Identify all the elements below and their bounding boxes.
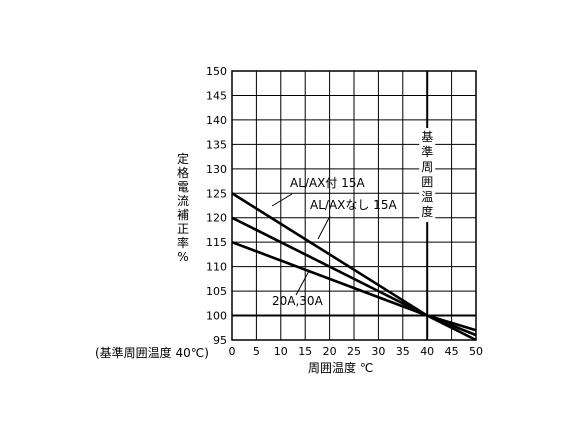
y-tick-label: 100: [206, 310, 227, 323]
tick-labels: 0 5 10 15 20 25 30 35 40 45 50 95 100 105 110 115 120 125…: [177, 65, 483, 358]
y-tick-label: 110: [206, 261, 227, 274]
base-temperature-note: (基準周囲温度 40℃): [95, 345, 209, 360]
x-tick-label: 35: [396, 345, 410, 358]
x-tick-label: 15: [298, 345, 312, 358]
reference-label-bg: [419, 128, 436, 222]
y-tick-label: 130: [206, 163, 227, 176]
x-tick-label: 40: [420, 345, 434, 358]
x-tick-label: 20: [323, 345, 337, 358]
x-tick-label: 45: [445, 345, 459, 358]
reference-line-group: 基準周囲温度: [419, 71, 436, 340]
plot-frame: [231, 70, 477, 341]
reference-label: 基準周囲温度: [421, 130, 433, 219]
x-tick-label: 50: [469, 345, 483, 358]
x-tick-label: 25: [347, 345, 361, 358]
series-line-2: [231, 240, 477, 332]
series-group: [231, 192, 477, 342]
x-tick-label: 30: [371, 345, 385, 358]
y-axis-label: 定格電流補正率%: [177, 151, 189, 264]
series-label-al-ax-without: AL/AXなし 15A: [310, 198, 397, 212]
x-axis-label: 周囲温度 ℃: [308, 360, 373, 375]
series-label-al-ax-with: AL/AX付 15A: [290, 176, 365, 190]
y-tick-label: 115: [206, 236, 227, 249]
y-tick-label: 140: [206, 114, 227, 127]
series-label-20a-30a: 20A,30A: [272, 294, 324, 308]
leader-20a-30a: [295, 270, 310, 296]
x-tick-label: 10: [274, 345, 288, 358]
y-tick-label: 125: [206, 187, 227, 200]
x-tick-label: 5: [253, 345, 260, 358]
leader-al-ax-with: [271, 193, 293, 207]
y-tick-label: 135: [206, 138, 227, 151]
grid: [231, 70, 477, 341]
leader-al-ax-without: [317, 215, 331, 240]
x-tick-label: 0: [229, 345, 236, 358]
y-tick-label: 105: [206, 285, 227, 298]
y-tick-label: 120: [206, 212, 227, 225]
y-tick-label: 145: [206, 89, 227, 102]
y-tick-label: 95: [213, 334, 227, 347]
y-tick-label: 150: [206, 65, 227, 78]
